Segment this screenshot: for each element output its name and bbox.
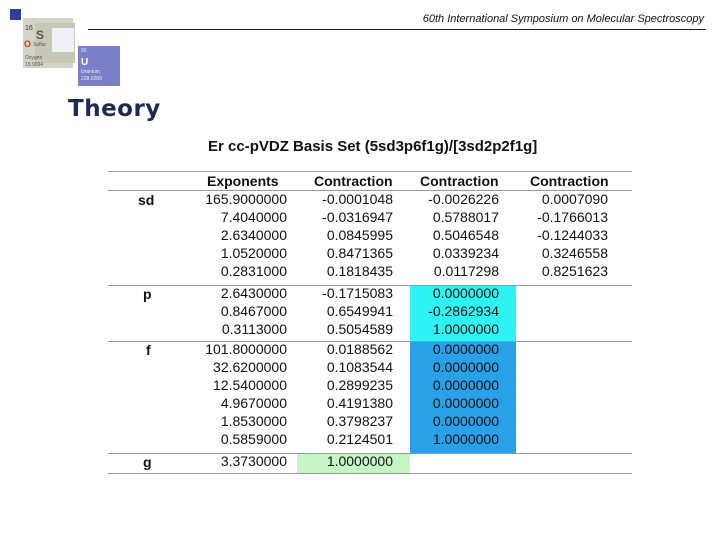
exponent-cell: 0.3113000	[221, 321, 287, 337]
contraction-cell: 0.8471365	[326, 245, 393, 261]
shell-label: f	[146, 342, 151, 358]
table-rule-sd	[108, 285, 632, 286]
shell-label: p	[143, 286, 152, 302]
exponent-cell: 0.2831000	[220, 263, 287, 279]
column-header-exponents: Exponents	[207, 173, 279, 189]
contraction-cell: 0.3246558	[541, 245, 608, 261]
periodic-tile-highlight	[52, 28, 74, 52]
tile-oxygen-symbol: O	[24, 39, 32, 49]
exponent-cell: 4.9670000	[220, 395, 287, 411]
contraction-cell: 0.0000000	[432, 359, 499, 375]
contraction-cell: 0.0000000	[432, 341, 499, 357]
exponent-cell: 1.8530000	[220, 413, 287, 429]
contraction-cell: -0.2862934	[428, 303, 499, 319]
contraction-cell: 0.2124501	[326, 431, 393, 447]
contraction-cell: 1.0000000	[432, 321, 499, 337]
contraction-cell: 0.6549941	[326, 303, 393, 319]
contraction-cell: 0.0000000	[432, 377, 499, 393]
contraction-cell: -0.0026226	[428, 191, 499, 207]
contraction-cell: 0.3798237	[326, 413, 393, 429]
table-rule-header	[108, 190, 632, 191]
conference-title: 60th International Symposium on Molecula…	[422, 13, 704, 25]
shell-label: sd	[138, 192, 155, 208]
contraction-cell: 1.0000000	[432, 431, 499, 447]
tile-uranium-number: 92	[81, 48, 87, 54]
contraction-cell: 0.0000000	[432, 395, 499, 411]
tile-uranium-mass: 238.0289	[81, 76, 102, 82]
contraction-cell: -0.1244033	[537, 227, 608, 243]
header-rule	[88, 29, 706, 30]
exponent-cell: 165.9000000	[205, 191, 287, 207]
exponent-cell: 0.5859000	[220, 431, 287, 447]
bullet-square	[10, 9, 21, 20]
contraction-cell: 0.0000000	[432, 285, 499, 301]
exponent-cell: 3.3730000	[220, 453, 287, 469]
contraction-cell: 0.0117298	[433, 263, 499, 279]
exponent-cell: 12.5400000	[213, 377, 287, 393]
contraction-cell: 0.0339234	[432, 245, 499, 261]
contraction-cell: 0.0188562	[326, 341, 393, 357]
slide-title: Theory	[68, 96, 161, 122]
contraction-cell: 0.5046548	[432, 227, 499, 243]
tile-uranium-name: Uranium	[81, 69, 100, 75]
exponent-cell: 0.8467000	[220, 303, 287, 319]
table-rule-f	[108, 453, 632, 454]
exponent-cell: 2.6340000	[220, 227, 287, 243]
exponent-cell: 7.4040000	[220, 209, 287, 225]
table-rule-top	[108, 171, 632, 172]
contraction-cell: -0.0316947	[322, 209, 393, 225]
contraction-cell: 0.0000000	[432, 413, 499, 429]
highlight-g-contraction	[297, 454, 410, 473]
contraction-cell: 0.0845995	[326, 227, 393, 243]
tile-oxygen-name: Oxygen	[25, 55, 43, 61]
exponent-cell: 2.6430000	[220, 285, 287, 301]
table-rule-bottom	[108, 473, 632, 474]
contraction-cell: 1.0000000	[326, 453, 393, 469]
periodic-tile-uranium	[78, 46, 120, 86]
column-header-contraction-3: Contraction	[530, 173, 609, 189]
highlight-f-contraction	[410, 342, 516, 453]
contraction-cell: 0.4191380	[326, 395, 393, 411]
tile-uranium-symbol: U	[81, 57, 89, 68]
column-header-contraction-2: Contraction	[420, 173, 499, 189]
table-rule-p	[108, 341, 632, 342]
tile-oxygen-mass: 15.9994	[25, 62, 44, 68]
exponent-cell: 101.8000000	[205, 341, 287, 357]
contraction-cell: 0.1818435	[326, 263, 393, 279]
column-header-contraction-1: Contraction	[314, 173, 393, 189]
tile-symbol: S	[36, 28, 45, 42]
tile-sulfur-name: Sulfur	[33, 42, 47, 48]
contraction-cell: 0.5788017	[432, 209, 499, 225]
contraction-cell: 0.5054589	[326, 321, 393, 337]
contraction-cell: 0.2899235	[326, 377, 393, 393]
contraction-cell: -0.1766013	[537, 209, 608, 225]
contraction-cell: 0.8251623	[541, 263, 608, 279]
tile-number: 16	[25, 25, 33, 32]
exponent-cell: 32.6200000	[213, 359, 287, 375]
table-title: Er cc-pVDZ Basis Set (5sd3p6f1g)/[3sd2p2…	[208, 138, 538, 155]
contraction-cell: -0.0001048	[322, 191, 393, 207]
contraction-cell: -0.1715083	[322, 285, 393, 301]
exponent-cell: 1.0520000	[220, 245, 287, 261]
shell-label: g	[143, 454, 152, 470]
contraction-cell: 0.1083544	[326, 359, 393, 375]
highlight-p-contraction	[410, 286, 516, 341]
contraction-cell: 0.0007090	[541, 191, 608, 207]
